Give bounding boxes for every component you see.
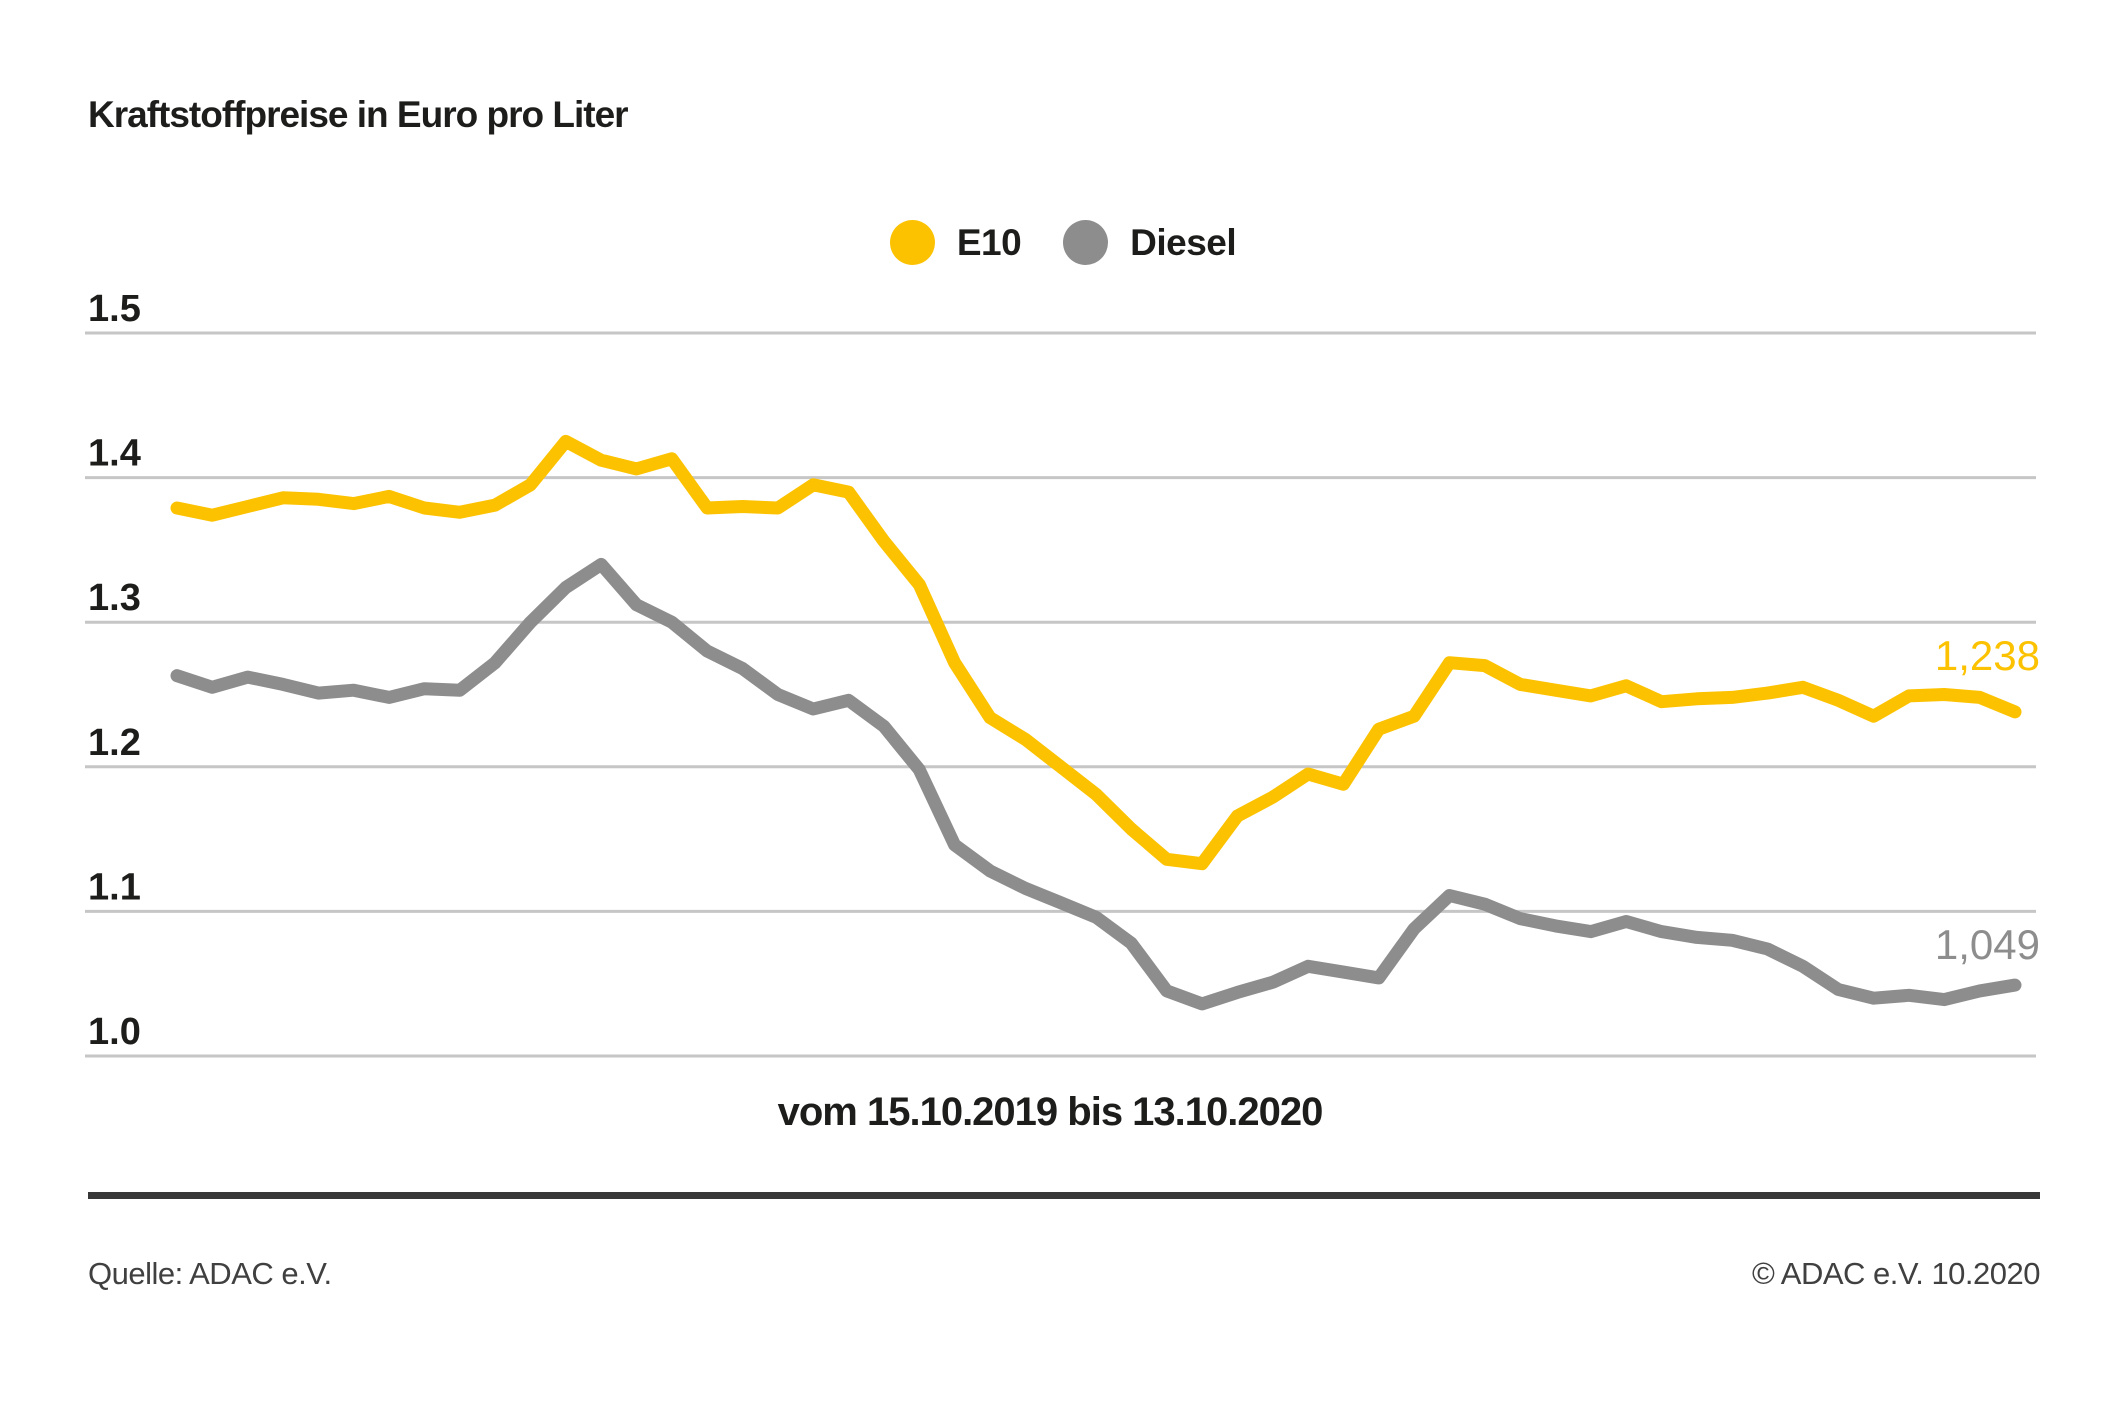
footer-divider bbox=[88, 1192, 2040, 1199]
y-axis-tick-labels: 1.5 1.4 1.3 1.2 1.1 1.0 bbox=[88, 288, 141, 1053]
legend-item-e10: E10 bbox=[889, 220, 1022, 265]
y-tick-label-1.2: 1.2 bbox=[88, 722, 141, 764]
diesel-end-value-label: 1,049 bbox=[1935, 921, 2040, 968]
e10-line bbox=[170, 434, 2022, 871]
source-text: Quelle: ADAC e.V. bbox=[88, 1256, 332, 1291]
data-series-lines bbox=[170, 434, 2022, 1011]
diesel-legend-label: Diesel bbox=[1130, 221, 1237, 263]
copyright-text: © ADAC e.V. 10.2020 bbox=[1752, 1256, 2040, 1291]
y-tick-label-1.1: 1.1 bbox=[88, 866, 141, 908]
y-tick-label-1.0: 1.0 bbox=[88, 1011, 141, 1053]
y-tick-label-1.3: 1.3 bbox=[88, 577, 141, 619]
e10-end-value-label: 1,238 bbox=[1935, 632, 2040, 679]
x-axis-range-label: vom 15.10.2019 bis 13.10.2020 bbox=[777, 1090, 1324, 1134]
legend-item-diesel: Diesel bbox=[1063, 220, 1237, 265]
e10-legend-label: E10 bbox=[956, 221, 1022, 263]
diesel-line bbox=[170, 557, 2022, 1011]
chart-title: Kraftstoffpreise in Euro pro Liter bbox=[88, 94, 629, 135]
series-end-value-labels: 1,238 1,049 bbox=[1935, 632, 2040, 968]
y-tick-label-1.5: 1.5 bbox=[88, 288, 141, 330]
diesel-legend-dot-icon bbox=[1063, 220, 1109, 265]
e10-legend-dot-icon bbox=[889, 220, 935, 265]
chart-legend: E10 Diesel bbox=[0, 220, 2126, 265]
y-tick-label-1.4: 1.4 bbox=[88, 433, 141, 475]
gridlines bbox=[85, 331, 2036, 1058]
